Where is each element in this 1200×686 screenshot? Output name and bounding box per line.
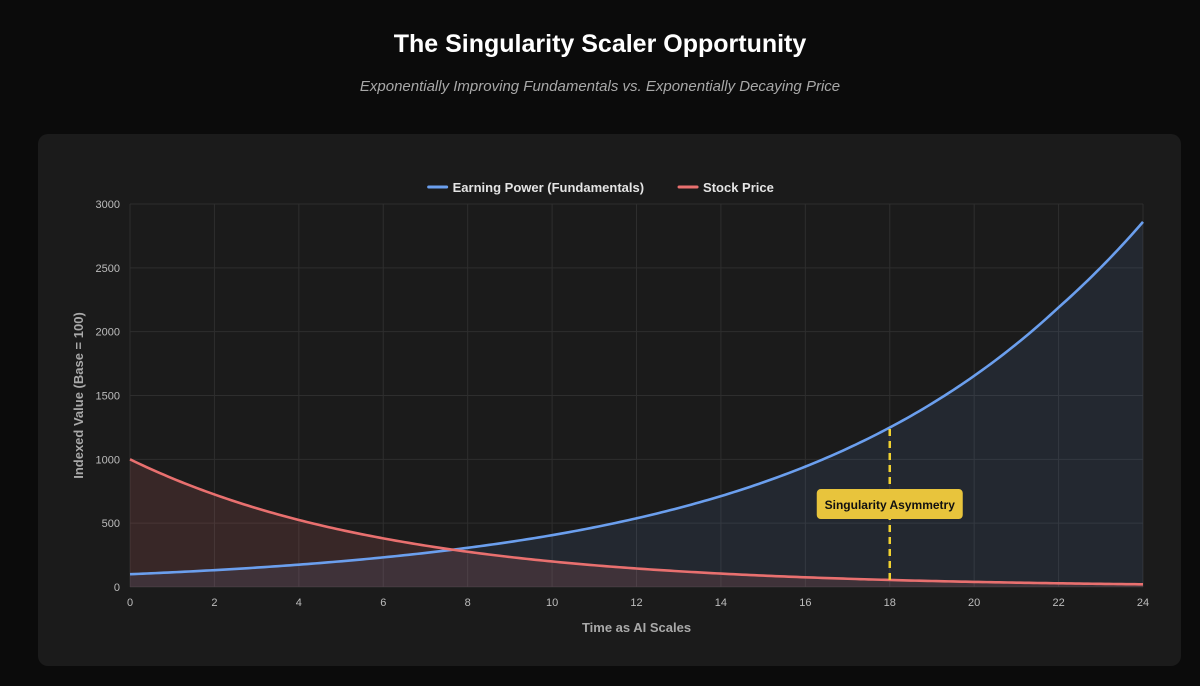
x-tick-label: 2 xyxy=(211,597,217,609)
y-tick-label: 3000 xyxy=(96,199,120,211)
x-tick-label: 16 xyxy=(799,597,811,609)
y-tick-label: 1000 xyxy=(96,454,120,466)
page-subtitle: Exponentially Improving Fundamentals vs.… xyxy=(359,78,841,95)
y-tick-label: 500 xyxy=(102,518,120,530)
legend-label: Stock Price xyxy=(703,180,774,195)
x-tick-label: 14 xyxy=(715,597,727,609)
x-tick-label: 12 xyxy=(630,597,642,609)
legend-label: Earning Power (Fundamentals) xyxy=(453,180,644,195)
y-tick-label: 2500 xyxy=(96,263,120,275)
x-tick-label: 10 xyxy=(546,597,558,609)
series-line-earning-power xyxy=(129,221,1144,576)
x-tick-label: 20 xyxy=(968,597,980,609)
x-axis-title: Time as AI Scales xyxy=(582,620,691,635)
annotation-label: Singularity Asymmetry xyxy=(825,498,956,512)
x-tick-label: 8 xyxy=(465,597,471,609)
x-tick-label: 24 xyxy=(1137,597,1149,609)
series-area-stock-price xyxy=(130,459,1143,587)
series-line-stock-price xyxy=(129,458,1144,586)
x-tick-label: 18 xyxy=(884,597,896,609)
annotation-box xyxy=(816,489,963,520)
x-tick-label: 6 xyxy=(380,597,386,609)
x-tick-label: 0 xyxy=(127,597,133,609)
y-tick-label: 1500 xyxy=(96,391,120,403)
page-title: The Singularity Scaler Opportunity xyxy=(393,30,807,58)
x-tick-label: 4 xyxy=(296,597,302,609)
y-tick-label: 0 xyxy=(114,582,120,594)
x-tick-label: 22 xyxy=(1052,597,1064,609)
y-axis-title: Indexed Value (Base = 100) xyxy=(71,312,86,479)
chart-card: 0 500 1000 1500 2000 2500 3000 0 2 4 6 8 10 12 14 16 18 2… xyxy=(38,134,1181,666)
y-tick-label: 2000 xyxy=(96,327,120,339)
